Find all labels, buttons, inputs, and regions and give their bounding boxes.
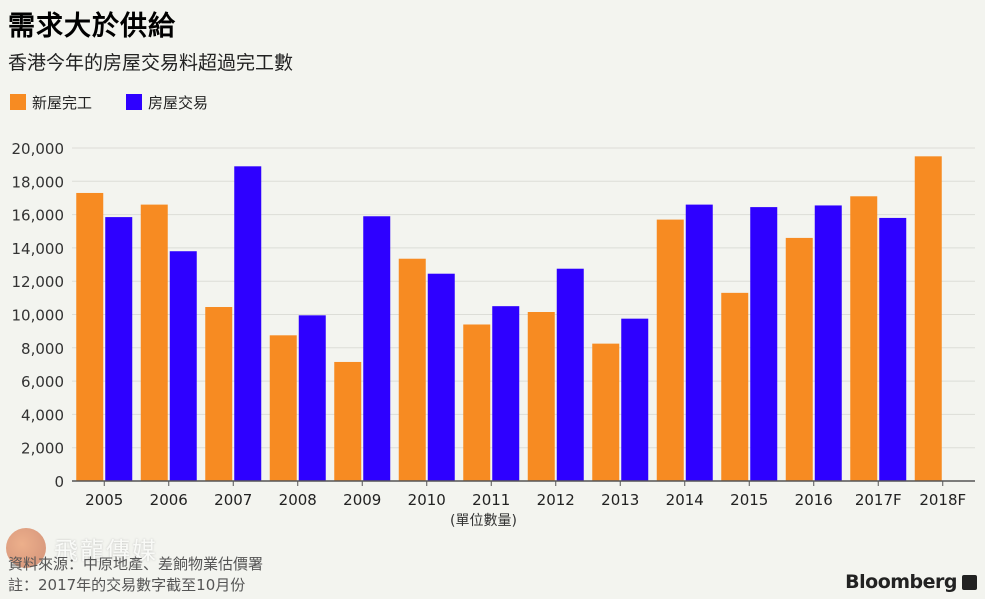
x-tick-label: 2014: [666, 491, 704, 509]
chart-subtitle: 香港今年的房屋交易料超過完工數: [8, 52, 294, 74]
watermark: 飛龍傳媒: [6, 528, 158, 568]
x-tick-label: 2008: [279, 491, 317, 509]
x-tick-label: 2016: [795, 491, 833, 509]
bar-completions: [334, 361, 362, 481]
legend-item-completions: 新屋完工: [10, 92, 92, 113]
x-tick-label: 2006: [150, 491, 188, 509]
bloomberg-logo: Bloomberg: [845, 571, 957, 593]
legend-swatch-completions: [10, 94, 26, 110]
legend-label-completions: 新屋完工: [32, 93, 93, 112]
y-tick-label: 14,000: [12, 240, 65, 258]
bar-completions: [656, 219, 684, 481]
bar-completions: [850, 196, 878, 481]
chart-title: 需求大於供給: [8, 11, 176, 42]
y-tick-label: 8,000: [21, 340, 64, 358]
bar-transactions: [814, 205, 842, 481]
x-tick-label: 2007: [214, 491, 252, 509]
y-tick-label: 18,000: [12, 173, 65, 191]
x-tick-label: 2018F: [919, 491, 966, 509]
watermark-text: 飛龍傳媒: [54, 536, 158, 565]
bar-completions: [527, 312, 555, 481]
y-tick-label: 16,000: [12, 207, 65, 225]
y-tick-label: 2,000: [21, 440, 64, 458]
y-tick-label: 0: [54, 473, 64, 491]
x-tick-label: 2009: [343, 491, 381, 509]
bar-transactions: [685, 204, 713, 482]
x-tick-label: 2011: [472, 491, 510, 509]
watermark-logo-icon: [6, 528, 46, 568]
bar-completions: [592, 343, 620, 481]
bar-completions: [76, 192, 104, 481]
x-axis-label: (單位數量): [450, 513, 517, 529]
bar-transactions: [298, 315, 326, 481]
bar-completions: [463, 324, 491, 481]
bar-completions: [914, 156, 942, 481]
bar-transactions: [234, 166, 262, 481]
legend: 新屋完工 房屋交易: [10, 92, 242, 112]
legend-swatch-transactions: [126, 94, 143, 110]
legend-item-transactions: 房屋交易: [126, 92, 208, 113]
bar-transactions: [105, 217, 133, 481]
footnote: 註：2017年的交易數字截至10月份: [8, 576, 246, 594]
x-tick-label: 2015: [730, 491, 768, 509]
bar-completions: [205, 307, 233, 481]
y-tick-label: 6,000: [21, 373, 64, 391]
y-tick-label: 12,000: [12, 273, 65, 291]
bar-transactions: [492, 306, 520, 481]
y-tick-label: 4,000: [21, 406, 64, 424]
legend-label-transactions: 房屋交易: [148, 93, 209, 112]
y-tick-label: 20,000: [12, 140, 65, 158]
bar-completions: [140, 204, 168, 482]
bar-transactions: [750, 207, 778, 482]
bar-completions: [398, 258, 426, 481]
bar-transactions: [879, 217, 907, 481]
x-tick-label: 2010: [408, 491, 446, 509]
bloomberg-chart-icon: [962, 575, 977, 590]
bar-completions: [721, 292, 749, 481]
source-note: 資料來源：中原地產、差餉物業估價署: [8, 555, 264, 573]
y-tick-label: 10,000: [12, 307, 65, 325]
bar-completions: [785, 237, 813, 481]
bar-transactions: [363, 216, 391, 481]
x-tick-label: 2012: [537, 491, 575, 509]
bar-transactions: [621, 318, 649, 481]
bar-completions: [269, 335, 297, 481]
x-tick-label: 2005: [85, 491, 123, 509]
bar-transactions: [427, 273, 455, 481]
x-tick-label: 2013: [601, 491, 639, 509]
bar-transactions: [169, 251, 197, 481]
bar-transactions: [556, 268, 584, 481]
x-tick-label: 2017F: [855, 491, 902, 509]
